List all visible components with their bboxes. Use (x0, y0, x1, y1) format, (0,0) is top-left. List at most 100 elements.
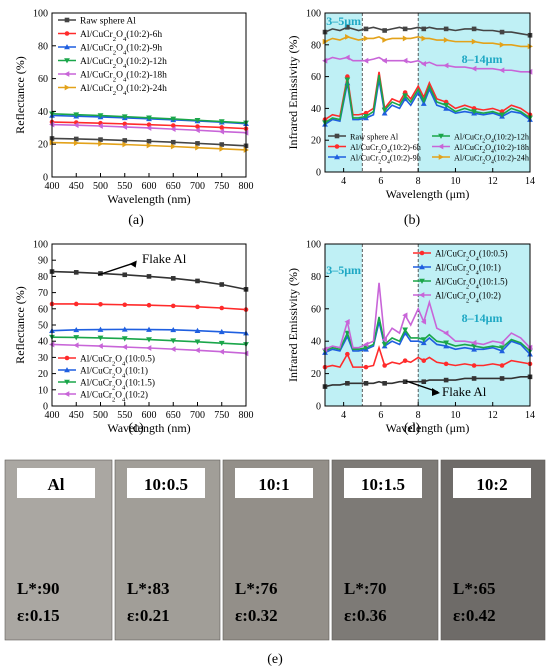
data-point (121, 124, 128, 130)
x-tick-label: 650 (166, 181, 181, 192)
sample-lightness: L*:83 (127, 579, 170, 598)
data-point (170, 126, 176, 133)
series-line (324, 79, 531, 125)
sample-label: 10:1.5 (361, 475, 405, 494)
data-point (121, 336, 128, 342)
y-tick-label: 80 (38, 272, 48, 283)
plot-frame (324, 243, 531, 407)
data-point (194, 117, 201, 124)
y-tick-label: 0 (43, 173, 48, 184)
series-5 (322, 33, 533, 50)
legend-marker (64, 17, 70, 23)
y-tick-label: 80 (311, 272, 321, 283)
series-line (324, 282, 531, 351)
data-point (170, 143, 177, 150)
data-point (471, 109, 477, 115)
x-tick-label: 450 (69, 410, 84, 421)
legend-label: Al/CuCr2O4(10:1.5) (435, 277, 508, 291)
x-tick-label: 450 (69, 181, 84, 192)
legend-label: Al/CuCr2O4(10:2)-18h (454, 143, 529, 155)
sample-photos: Al L*:90 ε:0.15 10:0.5 L*:83 ε:0.21 10:1 L*:76 ε… (4, 459, 546, 641)
data-point (443, 340, 450, 346)
data-point (381, 336, 387, 343)
data-point (471, 363, 477, 368)
data-point (363, 381, 369, 386)
legend-label: Raw sphere Al (80, 17, 136, 27)
x-tick-label: 600 (142, 181, 157, 192)
legend-marker (419, 292, 425, 298)
data-point (381, 107, 388, 113)
series-line (324, 321, 531, 355)
legend-marker (438, 154, 444, 160)
data-point (146, 125, 152, 131)
data-point (499, 339, 505, 346)
x-tick-label: 8 (416, 410, 421, 421)
panel-label-c: (c) (128, 421, 144, 436)
data-point (146, 326, 152, 332)
chart-b: 4 6 8 10 12 14 0 20 40 60 80 100 Wavelength (μm) Infr… (286, 9, 535, 202)
sample-lightness: L*:65 (453, 579, 496, 598)
sample-photo-1: 10:0.5 L*:83 ε:0.21 (114, 459, 221, 641)
data-point (443, 343, 450, 349)
y-tick-label: 0 (316, 168, 321, 179)
data-point (73, 112, 80, 118)
data-point (146, 115, 152, 121)
data-point (402, 312, 408, 319)
legend: Al/CuCr2O4(10:0.5)Al/CuCr2O4(10:1)Al/CuC… (58, 354, 155, 403)
data-point (170, 139, 176, 145)
data-point (170, 123, 176, 128)
data-point (170, 326, 177, 333)
x-tick-label: 700 (190, 410, 205, 421)
data-point (382, 37, 388, 43)
sample-lightness: L*:76 (235, 579, 278, 598)
sample-border (222, 459, 330, 641)
series-2 (49, 326, 249, 336)
data-point (73, 140, 80, 146)
legend-label: Al/CuCr2O4(10:2)-24h (454, 154, 529, 166)
series-line (324, 56, 530, 73)
series-0 (49, 269, 249, 292)
data-point (381, 57, 387, 64)
data-point (170, 346, 176, 353)
series-line (324, 74, 531, 124)
data-point (443, 330, 449, 336)
y-tick-label: 40 (38, 337, 48, 348)
band-label: 3–5μm (326, 263, 361, 277)
data-point (97, 113, 104, 119)
y-axis-label: Reflectance (%) (13, 56, 27, 134)
panel-label-a: (a) (128, 213, 144, 228)
data-point (420, 98, 427, 104)
legend: Raw sphere AlAl/CuCr2O4(10:2)-6hAl/CuCr2… (58, 17, 167, 97)
shaded-band (325, 244, 363, 406)
data-point (421, 358, 427, 363)
data-point (219, 125, 225, 130)
annotation-label: Flake Al (142, 251, 187, 266)
sample-label: 10:1 (258, 475, 289, 494)
legend-marker (64, 391, 70, 397)
data-point (471, 376, 477, 381)
data-point (499, 345, 505, 351)
data-point (194, 327, 201, 333)
data-point (121, 326, 128, 332)
sample-emissivity: ε:0.36 (344, 606, 387, 625)
sample-label: 10:0.5 (144, 475, 188, 494)
y-tick-label: 20 (38, 140, 48, 151)
legend-marker (334, 144, 340, 149)
data-point (218, 119, 225, 125)
y-tick-label: 70 (38, 288, 48, 299)
data-point (363, 364, 369, 370)
data-point (471, 26, 477, 32)
legend-label: Al/CuCr2O4(10:1) (435, 263, 501, 277)
sample-lightness: L*:70 (344, 579, 387, 598)
sample-label: Al (48, 475, 65, 494)
data-point (382, 363, 387, 368)
legend: Al/CuCr2O4(10:0.5)Al/CuCr2O4(10:1)Al/CuC… (413, 249, 508, 304)
x-tick-label: 4 (341, 176, 346, 187)
data-point (363, 26, 369, 32)
x-tick-label: 700 (190, 181, 205, 192)
data-point (402, 57, 408, 64)
y-tick-label: 0 (43, 402, 48, 413)
data-point (218, 340, 225, 347)
y-tick-label: 40 (311, 104, 321, 115)
